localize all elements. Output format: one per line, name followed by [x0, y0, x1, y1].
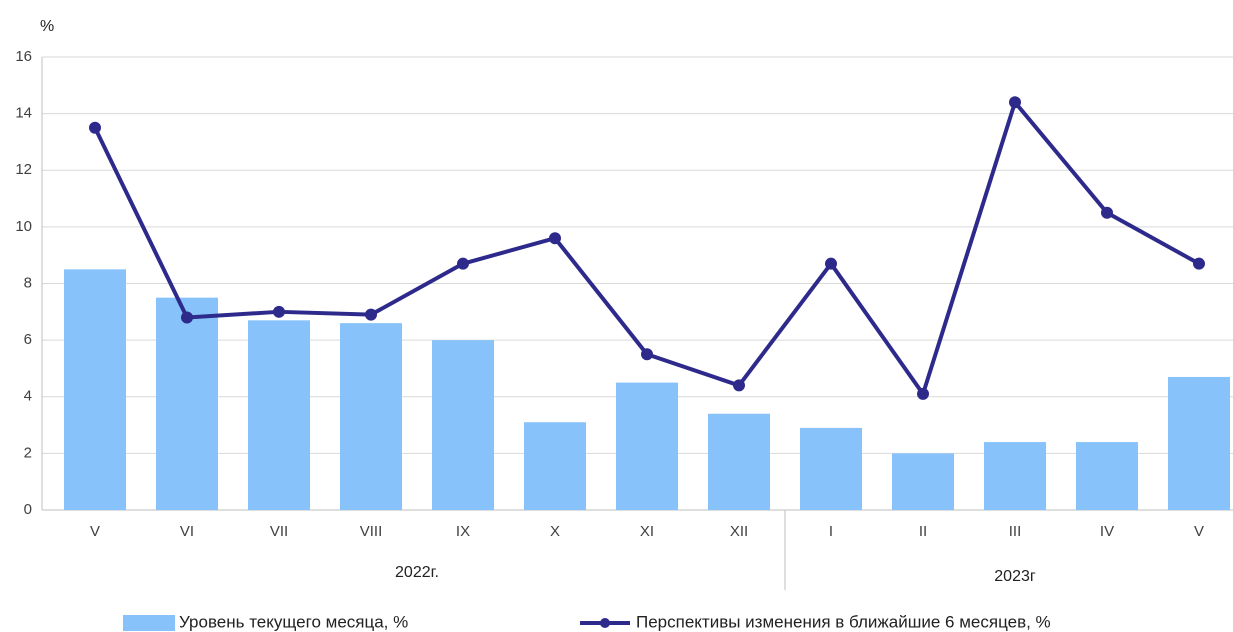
line-marker	[365, 308, 377, 321]
y-tick-label: 6	[24, 331, 32, 348]
group-label: 2023г	[994, 568, 1036, 585]
legend-label: Перспективы изменения в ближайшие 6 меся…	[636, 612, 1051, 631]
x-tick-label: V	[1194, 523, 1204, 540]
y-tick-label: 4	[24, 388, 32, 405]
x-tick-label: XI	[640, 523, 654, 540]
line-marker	[1101, 206, 1113, 219]
x-tick-label: IV	[1100, 523, 1114, 540]
bar	[156, 297, 218, 510]
x-tick-label: I	[829, 523, 833, 540]
bar	[616, 382, 678, 510]
group-label: 2022г.	[395, 564, 439, 581]
line-marker	[273, 305, 285, 318]
y-tick-label: 0	[24, 501, 32, 518]
line-marker	[549, 232, 561, 245]
bar	[892, 453, 954, 510]
line-marker	[181, 311, 193, 324]
x-tick-label: V	[90, 523, 100, 540]
bar	[340, 323, 402, 510]
y-tick-label: 14	[15, 105, 32, 122]
bar	[432, 340, 494, 510]
line-marker	[457, 257, 469, 270]
bar	[64, 269, 126, 510]
line-marker	[917, 387, 929, 400]
bar	[524, 422, 586, 510]
x-tick-label: II	[919, 523, 927, 540]
line-marker	[1193, 257, 1205, 270]
y-tick-label: 12	[15, 161, 32, 178]
x-tick-label: X	[550, 523, 560, 540]
x-tick-label: VII	[270, 523, 288, 540]
line-marker	[825, 257, 837, 270]
legend-swatch-marker	[600, 618, 610, 628]
x-tick-label: VIII	[360, 523, 383, 540]
legend-label: Уровень текущего месяца, %	[179, 612, 408, 631]
bar	[984, 442, 1046, 510]
line-marker	[89, 121, 101, 134]
bar	[708, 413, 770, 510]
y-axis-label: %	[40, 18, 54, 35]
y-tick-label: 8	[24, 274, 32, 291]
x-tick-label: XII	[730, 523, 748, 540]
x-tick-label: VI	[180, 523, 194, 540]
y-tick-label: 10	[15, 218, 32, 235]
line-marker	[1009, 96, 1021, 109]
bar	[1168, 376, 1230, 510]
bar	[1076, 442, 1138, 510]
x-tick-label: III	[1009, 523, 1022, 540]
legend-swatch	[123, 615, 175, 631]
x-tick-label: IX	[456, 523, 470, 540]
bar	[248, 320, 310, 510]
y-tick-label: 2	[24, 444, 32, 461]
bar	[800, 427, 862, 510]
y-tick-label: 16	[15, 48, 32, 65]
line-marker	[733, 379, 745, 392]
line-marker	[641, 348, 653, 361]
